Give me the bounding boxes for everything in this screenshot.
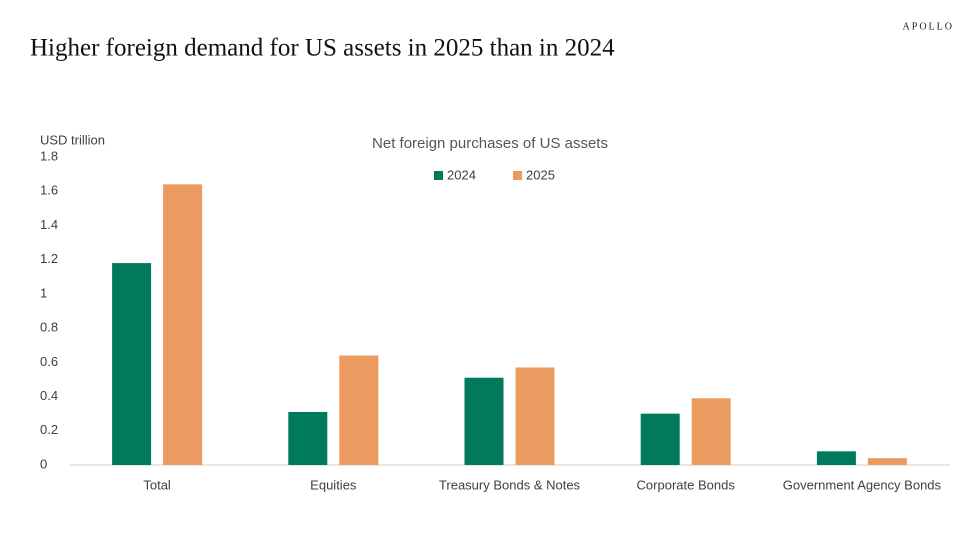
bar (867, 458, 907, 465)
y-tick-label: 0.6 (40, 354, 58, 369)
y-tick-label: 0.2 (40, 422, 58, 437)
bar (515, 367, 555, 465)
y-axis-label: USD trillion (40, 132, 105, 147)
legend-label: 2024 (447, 167, 476, 182)
bar (112, 263, 152, 465)
bar (640, 413, 680, 465)
legend-swatch (434, 171, 443, 180)
bar (163, 184, 203, 465)
bar (464, 377, 504, 465)
bar (691, 398, 731, 465)
chart-subtitle: Net foreign purchases of US assets (372, 135, 608, 152)
legend-label: 2025 (526, 167, 555, 182)
brand: APOLLO (903, 21, 954, 32)
x-tick-label: Government Agency Bonds (783, 477, 942, 492)
y-tick-label: 1 (40, 285, 47, 300)
bar (816, 451, 856, 465)
y-tick-label: 1.8 (40, 148, 58, 163)
x-tick-label: Total (143, 477, 171, 492)
legend-swatch (513, 171, 522, 180)
x-tick-label: Corporate Bonds (637, 477, 736, 492)
x-tick-label: Treasury Bonds & Notes (439, 477, 581, 492)
y-tick-label: 0 (40, 456, 47, 471)
bar (339, 355, 379, 465)
x-tick-label: Equities (310, 477, 357, 492)
chart-title: Higher foreign demand for US assets in 2… (30, 35, 615, 62)
bar (288, 411, 328, 465)
y-tick-label: 1.6 (40, 183, 58, 198)
y-tick-label: 1.4 (40, 217, 58, 232)
y-tick-label: 0.4 (40, 388, 58, 403)
y-tick-label: 1.2 (40, 251, 58, 266)
y-tick-label: 0.8 (40, 320, 58, 335)
